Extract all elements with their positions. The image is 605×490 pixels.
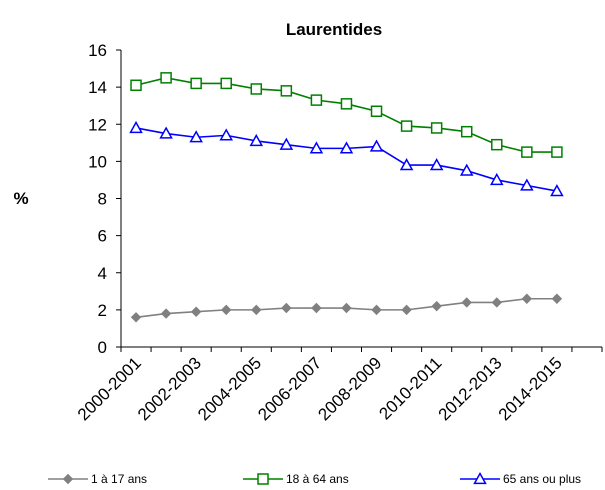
- data-point: [551, 293, 563, 304]
- series-2: [130, 72, 563, 158]
- x-tick-label: 2012-2013: [435, 353, 506, 424]
- data-point: [130, 79, 142, 92]
- data-point: [280, 85, 293, 97]
- legend-label: 1 à 17 ans: [91, 472, 147, 486]
- data-point: [430, 122, 443, 134]
- data-point: [341, 302, 352, 314]
- y-tick-label: 2: [98, 301, 107, 320]
- data-point: [400, 120, 413, 132]
- data-point: [459, 163, 474, 176]
- y-tick-label: 8: [98, 190, 107, 209]
- legend-item-3: 65 ans ou plus: [460, 471, 581, 486]
- data-point: [279, 137, 294, 150]
- data-point: [160, 308, 172, 319]
- data-point: [159, 126, 173, 139]
- data-point: [219, 128, 233, 141]
- legend-label: 65 ans ou plus: [503, 472, 581, 486]
- data-point: [339, 141, 354, 154]
- data-point: [461, 297, 472, 308]
- series-layer: [129, 72, 564, 323]
- series-3: [129, 120, 564, 197]
- y-tick-label: 16: [88, 41, 107, 60]
- y-tick-label: 4: [98, 264, 107, 283]
- data-point: [490, 172, 504, 186]
- y-tick-label: 10: [88, 152, 107, 171]
- data-point: [129, 120, 143, 134]
- data-point: [257, 473, 269, 485]
- data-point: [311, 302, 322, 314]
- axes: 0 2 4 6 8 10 12 14 16 2000-20012002-20032004-2005…: [74, 41, 603, 424]
- x-tick-label: 2008-2009: [314, 353, 385, 424]
- data-point: [189, 130, 203, 143]
- data-point: [250, 83, 263, 95]
- y-axis-label: %: [13, 189, 28, 208]
- data-point: [370, 105, 383, 118]
- data-point: [491, 297, 502, 308]
- data-point: [551, 146, 563, 158]
- data-point: [401, 304, 412, 316]
- data-point: [310, 94, 323, 106]
- legend-item-2: 18 à 64 ans: [243, 472, 349, 486]
- data-point: [340, 98, 353, 110]
- y-tick-label: 12: [88, 115, 107, 134]
- data-point: [431, 300, 442, 312]
- legend-label: 18 à 64 ans: [286, 472, 349, 486]
- data-point: [309, 141, 324, 154]
- y-tick-label: 14: [88, 78, 107, 97]
- data-point: [491, 138, 503, 151]
- data-point: [251, 304, 262, 316]
- data-point: [190, 77, 202, 90]
- data-point: [62, 473, 74, 485]
- data-point: [369, 139, 384, 152]
- x-tick-label: 2014-2015: [495, 353, 566, 424]
- legend: 1 à 17 ans 18 à 64 ans 65 ans ou plus: [48, 471, 581, 486]
- y-tick-label: 0: [98, 338, 107, 357]
- data-point: [221, 304, 232, 316]
- data-point: [460, 125, 473, 138]
- x-tick-label: 2002-2003: [134, 353, 205, 424]
- data-point: [521, 146, 533, 158]
- x-tick-label: 2010-2011: [375, 353, 445, 423]
- x-tick-label: 2006-2007: [254, 353, 325, 424]
- y-tick-label: 6: [98, 227, 107, 246]
- data-point: [371, 304, 382, 316]
- data-point: [130, 312, 142, 323]
- data-point: [190, 306, 202, 317]
- data-point: [281, 302, 292, 314]
- data-point: [521, 293, 533, 304]
- series-1: [130, 293, 563, 323]
- legend-item-1: 1 à 17 ans: [48, 472, 147, 486]
- chart-title: Laurentides: [286, 20, 382, 39]
- x-tick-label: 2004-2005: [194, 353, 265, 424]
- data-point: [399, 158, 414, 171]
- data-point: [249, 133, 264, 147]
- x-tick-label: 2000-2001: [74, 353, 145, 424]
- data-point: [520, 178, 534, 191]
- data-point: [220, 77, 232, 90]
- data-point: [160, 72, 172, 84]
- data-point: [550, 184, 564, 197]
- data-point: [429, 158, 444, 171]
- data-point: [473, 471, 487, 485]
